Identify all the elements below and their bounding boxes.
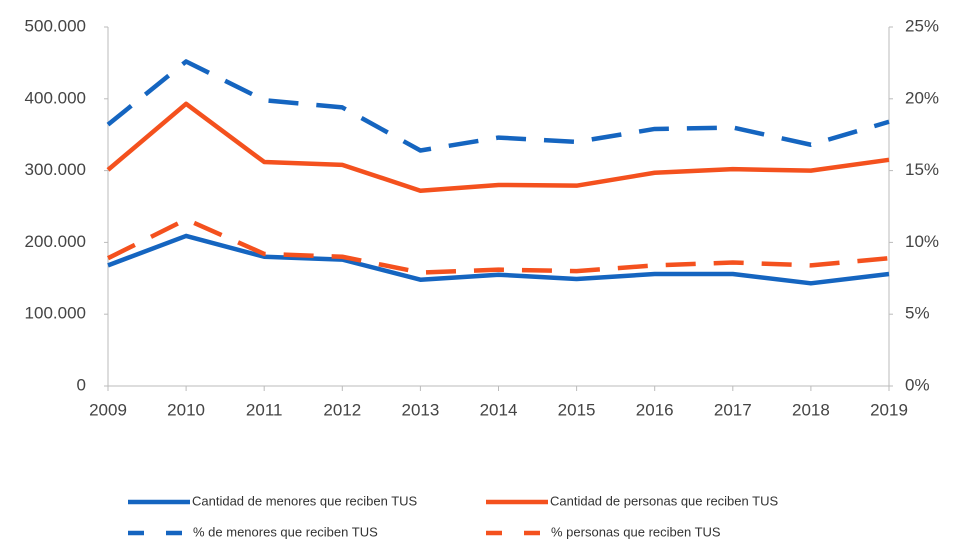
y-tick-label: 0 — [77, 375, 86, 394]
y-tick-label: 300.000 — [25, 160, 86, 179]
x-tick-label: 2018 — [792, 400, 830, 419]
x-tick-label: 2009 — [89, 400, 127, 419]
x-tick-label: 2013 — [401, 400, 439, 419]
legend-label: Cantidad de menores que reciben TUS — [192, 493, 418, 508]
x-tick-label: 2016 — [636, 400, 674, 419]
y-tick-label: 200.000 — [25, 232, 86, 251]
x-tick-label: 2017 — [714, 400, 752, 419]
legend-label: Cantidad de personas que reciben TUS — [550, 493, 778, 508]
x-tick-label: 2011 — [246, 400, 283, 419]
y-tick-label: 500.000 — [25, 16, 86, 35]
legend-label: % personas que reciben TUS — [551, 524, 721, 539]
series-line — [107, 233, 890, 286]
series-line — [106, 101, 890, 193]
y2-tick-label: 15% — [905, 160, 939, 179]
y2-tick-label: 10% — [905, 232, 939, 251]
y2-tick-label: 20% — [905, 88, 939, 107]
y2-tick-label: 25% — [905, 16, 939, 35]
y2-tick-label: 5% — [905, 304, 930, 323]
series-line — [106, 217, 890, 275]
x-tick-label: 2019 — [870, 400, 908, 419]
series-line — [106, 59, 890, 153]
y-tick-label: 100.000 — [25, 304, 86, 323]
x-tick-label: 2015 — [558, 400, 596, 419]
x-tick-label: 2010 — [167, 400, 205, 419]
y2-tick-label: 0% — [905, 375, 930, 394]
legend-label: % de menores que reciben TUS — [193, 524, 378, 539]
x-tick-label: 2014 — [480, 400, 518, 419]
x-tick-label: 2012 — [323, 400, 361, 419]
y-tick-label: 400.000 — [25, 88, 86, 107]
